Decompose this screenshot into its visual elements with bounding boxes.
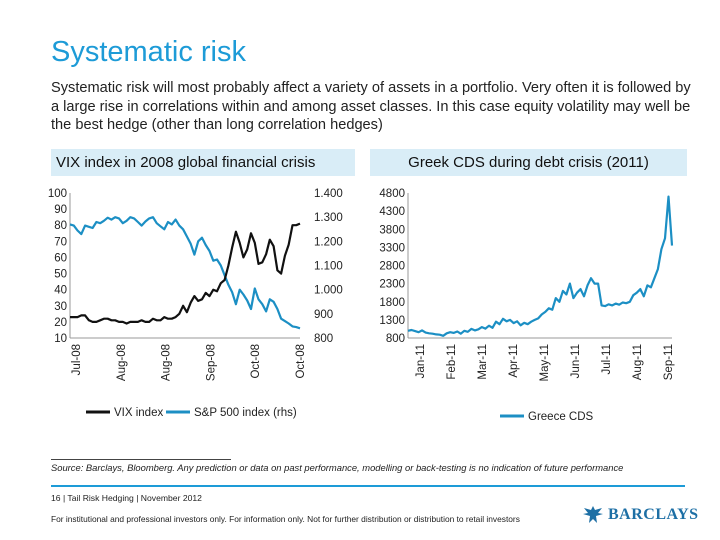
vix-left-tick-label: 90 — [54, 204, 67, 216]
vix-series-line — [70, 222, 301, 325]
logo-wordmark: BARCLAYS — [608, 506, 699, 523]
vix-left-tick-label: 80 — [54, 220, 67, 232]
vix-left-tick-label: 30 — [54, 301, 67, 313]
vix-left-tick-label: 70 — [54, 236, 67, 248]
vix-x-tick-label: Jul-08 — [71, 344, 83, 375]
vix-right-tick-label: 1.300 — [314, 212, 343, 224]
cds-x-tick-label: Jun-11 — [570, 344, 582, 378]
vix-right-tick-label: 900 — [314, 309, 333, 321]
page-title: Systematic risk — [51, 36, 246, 68]
cds-x-tick-label: Jul-11 — [601, 344, 613, 374]
cds-x-tick-label: Aug-11 — [632, 344, 644, 380]
vix-right-tick-label: 1.200 — [314, 236, 343, 248]
cds-y-tick-label: 4800 — [379, 188, 405, 200]
vix-right-tick-label: 1.100 — [314, 261, 343, 273]
cds-y-tick-label: 1300 — [379, 315, 405, 327]
vix-x-tick-label: Oct-08 — [250, 344, 262, 379]
legend-label-vix: VIX index — [114, 407, 163, 419]
vix-left-tick-label: 50 — [54, 269, 67, 281]
source-divider — [51, 459, 231, 460]
cds-y-tick-label: 3800 — [379, 224, 405, 236]
cds-y-tick-label: 2800 — [379, 261, 405, 273]
vix-chart-legend: VIX index S&P 500 index (rhs) — [86, 407, 297, 419]
legend-label-greece-cds: Greece CDS — [528, 411, 594, 423]
cds-x-tick-label: May-11 — [539, 344, 551, 382]
vix-x-tick-label: Oct-08 — [295, 344, 307, 379]
intro-paragraph: Systematic risk will most probably affec… — [51, 80, 691, 133]
vix-right-tick-label: 1.000 — [314, 285, 343, 297]
vix-chart-heading: VIX index in 2008 global financial crisi… — [51, 149, 355, 176]
vix-left-tick-label: 40 — [54, 285, 67, 297]
legend-label-spx: S&P 500 index (rhs) — [194, 407, 297, 419]
cds-y-tick-label: 3300 — [379, 242, 405, 254]
vix-x-tick-label: Aug-08 — [161, 344, 173, 381]
cds-x-tick-label: Sep-11 — [663, 344, 675, 380]
footer-text: 16 | Tail Risk Hedging | November 2012 — [51, 493, 202, 503]
vix-left-tick-label: 60 — [54, 252, 67, 264]
vix-right-tick-label: 800 — [314, 333, 333, 345]
vix-spx-chart: 100 90 80 70 60 50 40 30 20 10 1.400 1.300 1.200 1.1… — [48, 188, 343, 419]
vix-left-tick-label: 100 — [48, 188, 67, 200]
footer-divider — [51, 485, 685, 487]
eagle-icon — [583, 506, 603, 523]
cds-y-tick-label: 1800 — [379, 297, 405, 309]
greek-cds-chart: 4800 4300 3800 3300 2800 2300 1800 1300 800 Jan-… — [379, 188, 675, 423]
spx-series-line — [69, 216, 301, 330]
barclays-logo: BARCLAYS — [582, 505, 699, 525]
vix-left-tick-label: 20 — [54, 317, 67, 329]
vix-right-tick-label: 1.400 — [314, 188, 343, 200]
cds-chart-legend: Greece CDS — [500, 411, 594, 423]
vix-x-tick-label: Aug-08 — [116, 344, 128, 381]
vix-left-tick-label: 10 — [54, 333, 67, 345]
greece-cds-series-line — [407, 195, 674, 337]
cds-chart-heading: Greek CDS during debt crisis (2011) — [370, 149, 687, 176]
cds-x-tick-label: Apr-11 — [508, 344, 520, 378]
cds-x-tick-label: Mar-11 — [477, 344, 489, 380]
cds-x-tick-label: Feb-11 — [446, 344, 458, 380]
source-note: Source: Barclays, Bloomberg. Any predict… — [51, 462, 624, 473]
cds-y-tick-label: 2300 — [379, 279, 405, 291]
cds-x-tick-label: Jan-11 — [415, 344, 427, 378]
cds-y-tick-label: 4300 — [379, 206, 405, 218]
vix-x-tick-label: Sep-08 — [205, 344, 217, 381]
disclaimer-text: For institutional and professional inves… — [51, 514, 520, 524]
cds-y-tick-label: 800 — [386, 333, 405, 345]
